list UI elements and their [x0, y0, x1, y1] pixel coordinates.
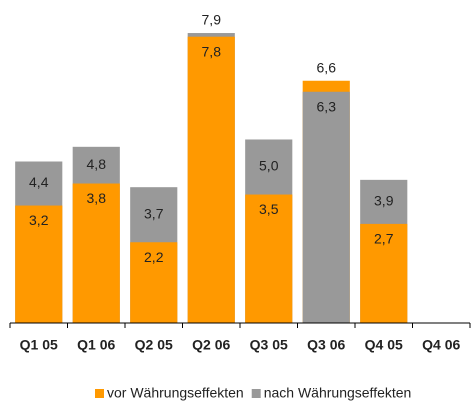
value-label: 3,5: [259, 201, 279, 217]
bar: [15, 205, 63, 323]
x-tick-label: Q2 05: [135, 337, 173, 353]
legend-label: vor Währungseffekten: [107, 385, 244, 401]
x-tick-label: Q1 05: [20, 337, 58, 353]
value-label: 2,2: [144, 249, 164, 265]
x-tick-label: Q3 05: [250, 337, 288, 353]
value-label: 5,0: [259, 158, 279, 174]
value-label: 4,4: [29, 174, 49, 190]
legend-swatch: [95, 389, 104, 398]
x-tick-label: Q2 06: [192, 337, 230, 353]
value-label: 7,9: [202, 12, 222, 28]
x-tick-label: Q1 06: [77, 337, 115, 353]
bar: [245, 194, 293, 323]
x-tick-label: Q4 05: [365, 337, 403, 353]
value-label: 2,7: [374, 231, 394, 247]
bar: [130, 242, 178, 323]
x-tick-label: Q4 06: [422, 337, 460, 353]
value-label: 6,6: [317, 59, 337, 75]
value-label: 4,8: [87, 156, 107, 172]
value-label: 6,3: [317, 98, 337, 114]
x-tick-label: Q3 06: [307, 337, 345, 353]
bar: [187, 36, 235, 324]
bar: [72, 183, 120, 323]
value-label: 3,2: [29, 212, 49, 228]
legend-label: nach Währungseffekten: [264, 385, 412, 401]
legend-swatch: [251, 389, 261, 398]
value-label: 3,8: [87, 190, 107, 206]
bar: [302, 91, 350, 324]
value-label: 7,8: [202, 43, 222, 59]
bar: [360, 223, 408, 323]
value-label: 3,9: [374, 193, 394, 209]
value-label: 3,7: [144, 205, 164, 221]
